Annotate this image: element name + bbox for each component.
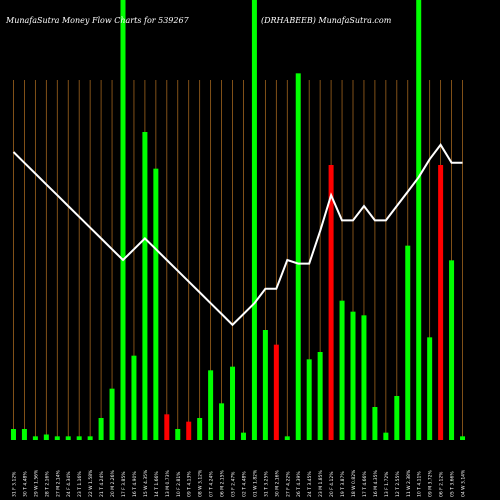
x-tick-label: 08 W 3.12% xyxy=(198,469,204,497)
x-tick-label: 10 F 2.81% xyxy=(176,471,182,497)
bar-21-tue-jan-2025 xyxy=(98,418,104,440)
money-flow-bars xyxy=(10,0,466,440)
chart-subtitle: (DRHABEEB) MunafaSutra.com xyxy=(261,16,392,25)
x-axis-labels: 31 F 3.12% 30 T 4.48% 29 W 1.56% 28 T 2.16%… xyxy=(11,469,466,497)
bar-06-fri-dec-2024 xyxy=(438,165,444,440)
x-tick-label: 17 T 4.66% xyxy=(362,471,368,497)
x-tick-label: 24 F 4.34% xyxy=(66,471,72,497)
bar-02-thu-jan-2025 xyxy=(240,432,246,440)
bar-30-mon-dec-2024 xyxy=(273,344,279,440)
x-tick-label: 11 W 2.38% xyxy=(406,469,412,497)
x-tick-label: 27 F 4.22% xyxy=(285,471,291,497)
bar-10-tue-dec-2024 xyxy=(416,0,422,440)
bar-16-mon-dec-2024 xyxy=(372,407,378,440)
x-tick-label: 27 M 2.14% xyxy=(55,470,61,497)
x-tick-label: 21 T 4.24% xyxy=(99,471,105,497)
x-tick-label: 06 M 2.15% xyxy=(220,470,226,497)
x-tick-label: 03 F 2.47% xyxy=(231,471,237,497)
bar-03-fri-jan-2025 xyxy=(230,366,236,440)
x-tick-label: 31 T 3.25% xyxy=(263,471,269,497)
bar-29-wed-jan-2025 xyxy=(32,436,38,440)
x-tick-label: 30 T 4.48% xyxy=(22,471,28,497)
bar-28-tue-jan-2025 xyxy=(43,434,49,440)
bar-08-wed-jan-2025 xyxy=(197,418,203,440)
x-tick-label: 24 T 3.45% xyxy=(307,471,313,497)
x-tick-label: 19 T 3.87% xyxy=(340,471,346,497)
x-tick-label: 23 M 1.85% xyxy=(318,470,324,497)
x-tick-label: 13 F 1.72% xyxy=(384,471,390,497)
x-tick-label: 14 T 1.66% xyxy=(154,471,160,497)
bar-05-thu-dec-2024 xyxy=(449,260,455,440)
chart-title: MunafaSutra Money Flow Charts for 539267 xyxy=(6,16,189,25)
x-tick-label: 18 W 0.82% xyxy=(351,469,357,497)
x-tick-label: 22 W 1.58% xyxy=(88,469,94,497)
bar-27-fri-dec-2024 xyxy=(284,436,290,440)
x-tick-label: 20 M 2.26% xyxy=(110,470,116,497)
x-tick-label: 09 M 3.72% xyxy=(428,470,434,497)
bar-14-tue-jan-2025 xyxy=(153,168,159,440)
bar-24-tue-dec-2024 xyxy=(306,359,312,440)
bar-04-wed-dec-2024 xyxy=(460,436,466,440)
bar-10-fri-jan-2025 xyxy=(175,429,181,440)
x-tick-label: 09 T 4.13% xyxy=(187,471,193,497)
x-tick-label: 07 T 4.24% xyxy=(209,471,215,497)
bar-12-thu-dec-2024 xyxy=(394,396,400,440)
bar-30-thu-jan-2025 xyxy=(21,429,27,440)
bar-19-thu-dec-2024 xyxy=(339,300,345,440)
bar-09-thu-jan-2025 xyxy=(186,421,192,440)
bar-16-thu-jan-2025 xyxy=(131,355,137,440)
bar-13-fri-dec-2024 xyxy=(383,432,389,440)
bar-15-wed-jan-2025 xyxy=(142,132,148,440)
bar-27-mon-jan-2025 xyxy=(54,436,60,440)
x-tick-label: 16 T 4.90% xyxy=(132,471,138,497)
x-tick-label: 04 W 3.14% xyxy=(461,469,467,497)
bar-09-mon-dec-2024 xyxy=(427,337,433,440)
x-tick-label: 30 M 2.16% xyxy=(274,470,280,497)
bar-18-wed-dec-2024 xyxy=(350,311,356,440)
bar-23-thu-jan-2025 xyxy=(76,436,82,440)
bar-23-mon-dec-2024 xyxy=(317,352,323,440)
x-tick-label: 26 T 4.39% xyxy=(296,471,302,497)
x-tick-label: 16 M 4.35% xyxy=(373,470,379,497)
x-tick-label: 31 F 3.12% xyxy=(11,471,17,497)
x-tick-label: 02 T 4.48% xyxy=(241,471,247,497)
x-tick-label: 23 T 1.16% xyxy=(77,471,83,497)
bar-17-fri-jan-2025 xyxy=(120,0,126,440)
bar-24-fri-jan-2025 xyxy=(65,436,71,440)
price-line-layer xyxy=(12,143,463,327)
x-tick-label: 17 F 3.85% xyxy=(121,471,127,497)
x-tick-label: 01 W 1.82% xyxy=(252,469,258,497)
vertical-gridlines xyxy=(13,80,463,440)
bar-31-tue-dec-2024 xyxy=(262,330,268,440)
x-tick-label: 12 T 2.55% xyxy=(395,471,401,497)
x-tick-label: 13 M 0.73% xyxy=(165,470,171,497)
bar-13-mon-jan-2025 xyxy=(164,414,170,440)
bar-01-wed-jan-2025 xyxy=(251,0,257,440)
price-line xyxy=(12,143,463,327)
bar-22-wed-jan-2025 xyxy=(87,436,93,440)
bar-26-thu-dec-2024 xyxy=(295,73,301,440)
bar-20-fri-dec-2024 xyxy=(328,165,334,440)
x-tick-label: 15 W 4.35% xyxy=(143,469,149,497)
bar-17-tue-dec-2024 xyxy=(361,315,367,440)
x-tick-label: 29 W 1.56% xyxy=(33,469,39,497)
x-tick-label: 28 T 2.16% xyxy=(44,471,50,497)
x-tick-label: 20 F 4.12% xyxy=(329,471,335,497)
x-tick-label: 10 T 4.11% xyxy=(417,471,423,497)
bar-31-fri-jan-2025 xyxy=(10,429,16,440)
bar-20-mon-jan-2025 xyxy=(109,388,115,440)
bar-11-wed-dec-2024 xyxy=(405,245,411,440)
x-tick-label: 05 T 3.66% xyxy=(450,471,456,497)
bar-07-tue-jan-2025 xyxy=(208,370,214,440)
bar-06-mon-jan-2025 xyxy=(219,403,225,440)
x-tick-label: 06 F 2.12% xyxy=(439,471,445,497)
